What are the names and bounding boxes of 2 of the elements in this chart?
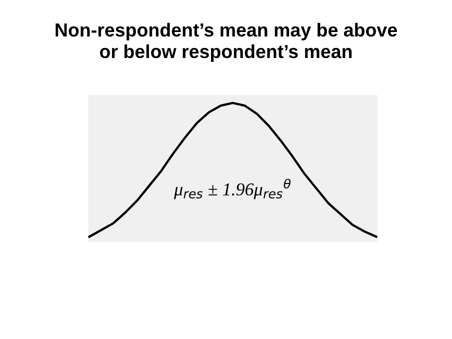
chart-title: Non-respondent’s mean may be above or below respondent’s mean [56, 22, 397, 62]
annotation: μ$_{res}$ ± 1.96μ$_{res}$$^{θ}$ [174, 178, 291, 200]
